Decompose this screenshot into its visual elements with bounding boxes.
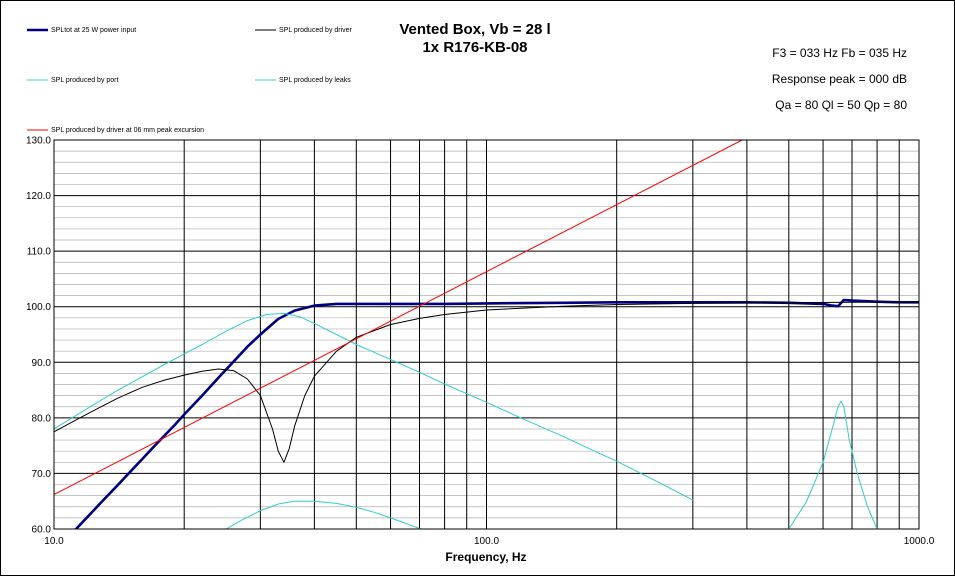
series-line-0 xyxy=(74,298,919,529)
series-line-2 xyxy=(54,312,694,501)
legend-label-port: SPL produced by port xyxy=(51,77,119,84)
y-tick-label: 70.0 xyxy=(32,469,52,480)
chart-title: Vented Box, Vb = 28 l xyxy=(399,21,550,38)
chart-subtitle: 1x R176-KB-08 xyxy=(422,39,527,56)
legend-label-excursion: SPL produced by driver at 06 mm peak exc… xyxy=(51,127,204,134)
plot-frame xyxy=(53,139,920,530)
y-tick-label: 90.0 xyxy=(32,358,52,369)
legend-label-driver: SPL produced by driver xyxy=(279,27,353,34)
y-tick-label: 80.0 xyxy=(32,413,52,424)
y-tick-label: 130.0 xyxy=(26,136,51,147)
legend-label-spl-total: SPLtot at 25 W power input xyxy=(51,27,136,34)
y-tick-label: 100.0 xyxy=(26,302,51,313)
legend-label-leaks: SPL produced by leaks xyxy=(279,77,351,84)
x-tick-label: 100.0 xyxy=(474,536,499,547)
y-tick-label: 110.0 xyxy=(27,247,52,258)
info-response-peak: Response peak = 000 dB xyxy=(772,72,907,86)
series-line-4 xyxy=(788,400,878,529)
grid xyxy=(54,139,919,530)
y-tick-label: 60.0 xyxy=(32,525,52,536)
legend: SPLtot at 25 W power input SPL produced … xyxy=(27,27,353,134)
series-group xyxy=(54,140,919,529)
info-block: F3 = 033 Hz Fb = 035 Hz Response peak = … xyxy=(772,46,907,112)
series-line-3 xyxy=(225,500,423,529)
info-q-values: Qa = 80 Ql = 50 Qp = 80 xyxy=(775,98,907,112)
y-axis-ticks: 60.0 70.0 80.0 90.0 100.0 110.0 120.0 130.0 xyxy=(26,136,51,536)
x-tick-label: 10.0 xyxy=(44,536,64,547)
y-tick-label: 120.0 xyxy=(26,191,51,202)
x-axis-label: Frequency, Hz xyxy=(445,550,526,564)
series-line-5 xyxy=(54,140,743,495)
series-line-1 xyxy=(54,301,919,463)
info-f3-fb: F3 = 033 Hz Fb = 035 Hz xyxy=(772,46,907,60)
x-axis-ticks: 10.0 100.0 1000.0 xyxy=(44,536,934,547)
x-tick-label: 1000.0 xyxy=(904,536,935,547)
